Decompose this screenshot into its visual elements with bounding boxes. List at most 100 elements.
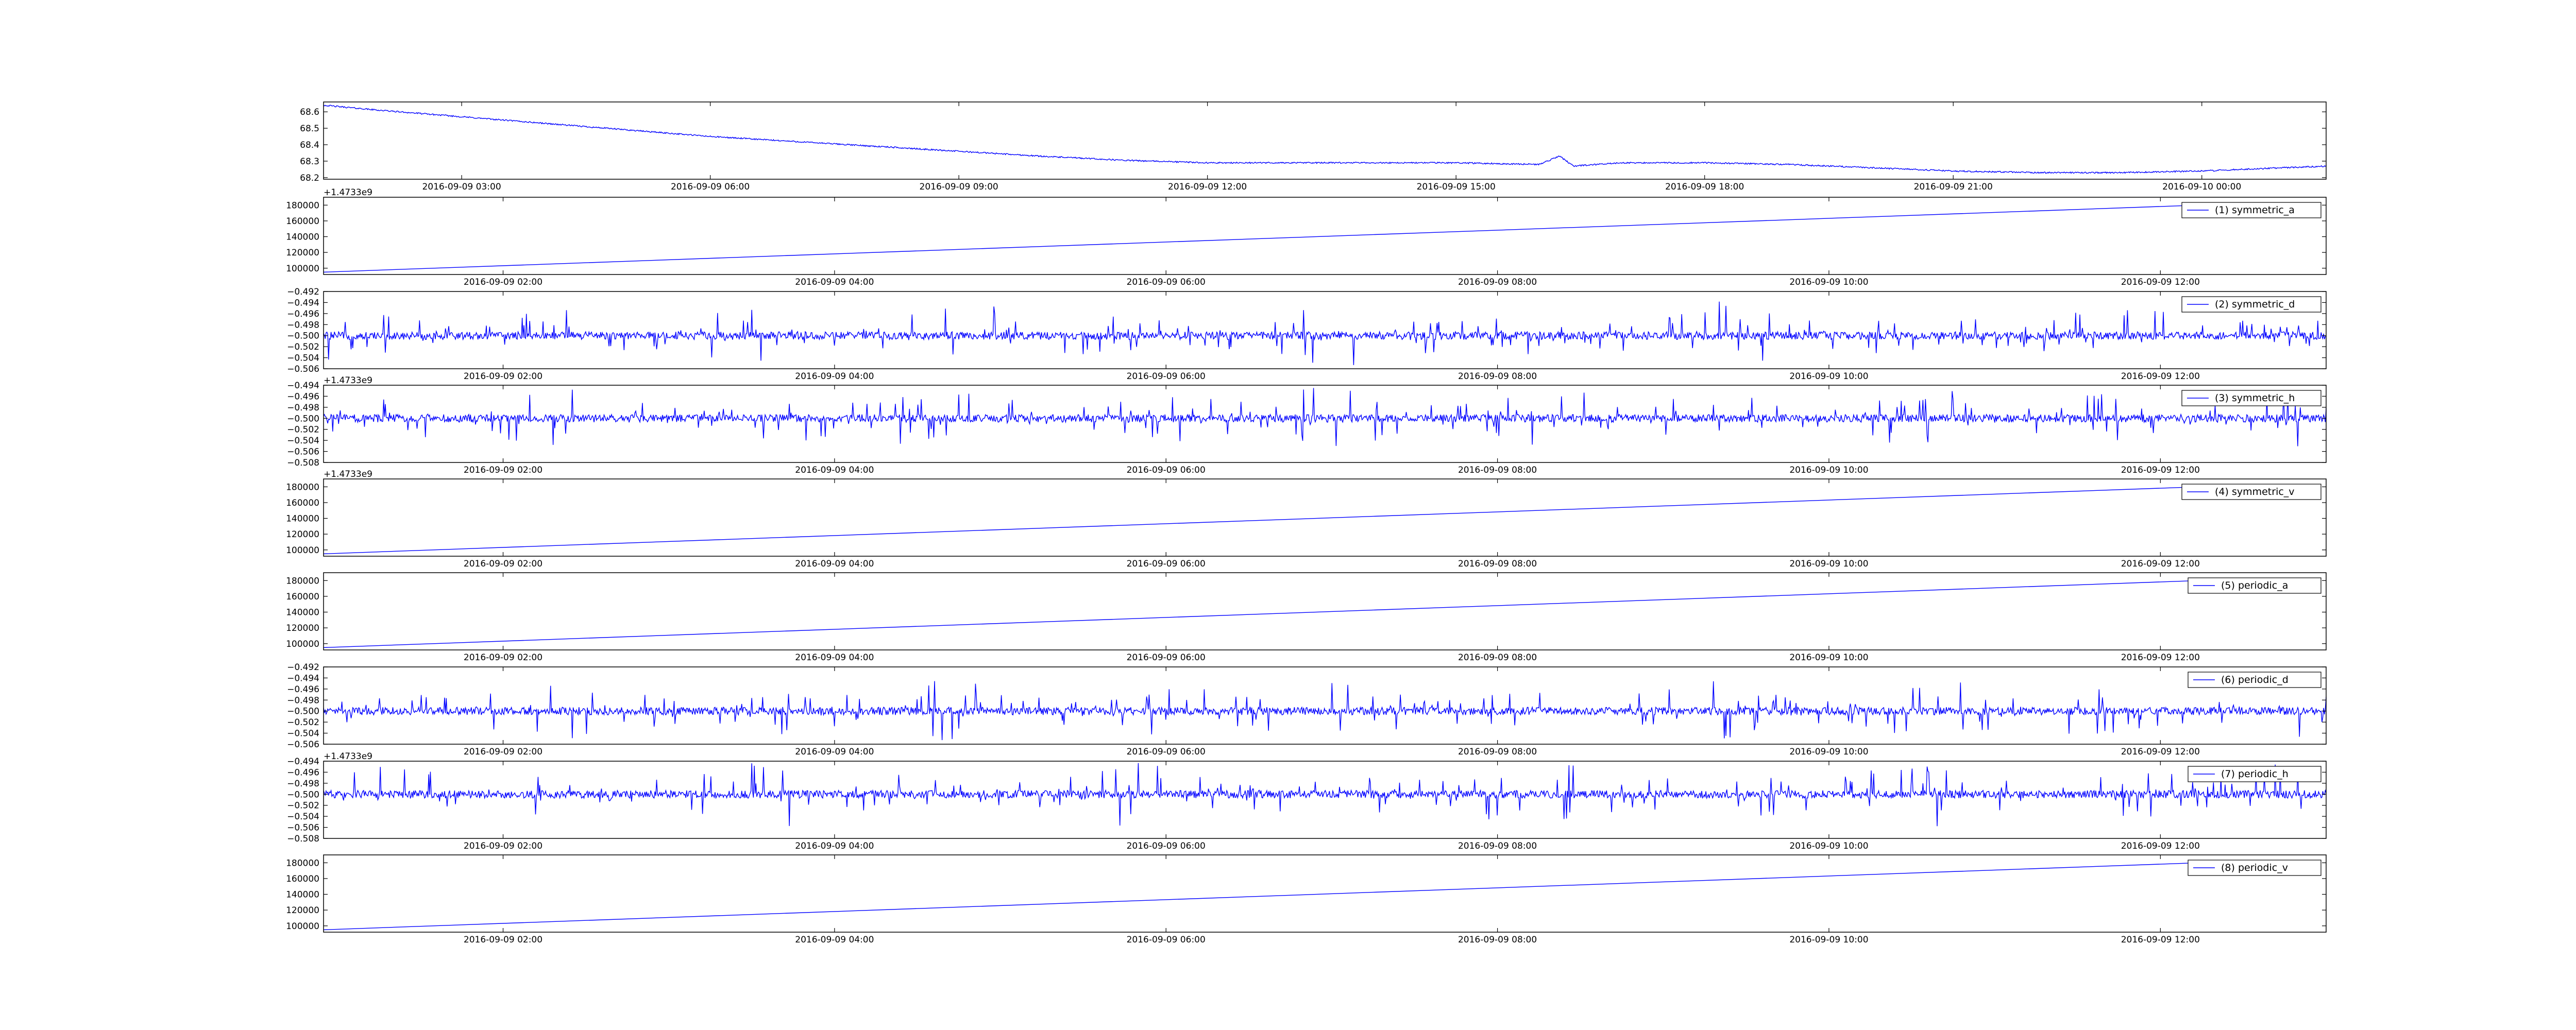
subplot-5: 100000 120000 140000 160000 180000 2016-09-09…	[286, 469, 2327, 569]
x-tick-label: 2016-09-10 00:00	[2162, 182, 2241, 192]
x-tick-label: 2016-09-09 06:00	[671, 182, 750, 192]
y-tick-label: −0.502	[287, 425, 319, 435]
subplot-6: 100000 120000 140000 160000 180000 2016-09-09…	[286, 572, 2327, 663]
x-tick-label: 2016-09-09 15:00	[1417, 182, 1496, 192]
x-tick-label: 2016-09-09 04:00	[795, 935, 874, 945]
axes-frame	[323, 291, 2327, 369]
y-tick-label: 120000	[286, 248, 319, 258]
y-tick-label: −0.500	[287, 414, 319, 424]
x-tick-label: 2016-09-09 02:00	[464, 371, 543, 382]
y-tick-label: −0.496	[287, 391, 319, 402]
y-tick-label: −0.496	[287, 309, 319, 319]
y-tick-label: 68.6	[300, 107, 319, 117]
x-tick-label: 2016-09-09 08:00	[1458, 277, 1537, 287]
x-tick-label: 2016-09-09 06:00	[1127, 371, 1206, 382]
x-tick-label: 2016-09-09 06:00	[1127, 277, 1206, 287]
y-tick-label: −0.494	[287, 298, 319, 308]
y-tick-label: −0.494	[287, 757, 319, 767]
y-tick-label: −0.500	[287, 707, 319, 717]
x-tick-label: 2016-09-09 12:00	[1168, 182, 1247, 192]
y-tick-label: −0.496	[287, 684, 319, 695]
y-tick-label: −0.500	[287, 789, 319, 800]
x-tick-label: 2016-09-09 12:00	[2121, 841, 2200, 851]
axes-frame	[323, 761, 2327, 839]
subplot-4: −0.508−0.506−0.504−0.502−0.500−0.498−0.4…	[287, 375, 2327, 475]
x-tick-label: 2016-09-09 06:00	[1127, 559, 1206, 569]
legend: (4) symmetric_v	[2181, 484, 2321, 500]
x-tick-label: 2016-09-09 10:00	[1789, 371, 1868, 382]
y-tick-label: 160000	[286, 592, 319, 602]
x-tick-label: 2016-09-09 04:00	[795, 371, 874, 382]
legend-label: (5) periodic_a	[2221, 580, 2288, 591]
y-tick-label: 160000	[286, 216, 319, 227]
x-tick-label: 2016-09-09 04:00	[795, 841, 874, 851]
x-tick-label: 2016-09-09 12:00	[2121, 935, 2200, 945]
series-line-3	[324, 301, 2326, 365]
x-tick-label: 2016-09-09 08:00	[1458, 747, 1537, 757]
legend: (2) symmetric_d	[2181, 296, 2321, 313]
y-tick-label: 180000	[286, 482, 319, 492]
x-tick-label: 2016-09-09 06:00	[1127, 465, 1206, 475]
x-tick-label: 2016-09-09 04:00	[795, 559, 874, 569]
x-tick-label: 2016-09-09 12:00	[2121, 747, 2200, 757]
y-tick-label: −0.506	[287, 823, 319, 833]
x-tick-label: 2016-09-09 12:00	[2121, 371, 2200, 382]
legend: (3) symmetric_h	[2181, 390, 2321, 406]
legend-label: (7) periodic_h	[2221, 768, 2289, 780]
y-tick-label: 180000	[286, 200, 319, 211]
offset-text: +1.4733e9	[324, 187, 372, 198]
x-tick-label: 2016-09-09 06:00	[1127, 653, 1206, 663]
y-tick-label: −0.506	[287, 364, 319, 374]
x-tick-label: 2016-09-09 08:00	[1458, 841, 1537, 851]
y-tick-label: −0.504	[287, 812, 319, 822]
x-tick-label: 2016-09-09 02:00	[464, 841, 543, 851]
y-tick-label: −0.498	[287, 403, 319, 413]
x-tick-label: 2016-09-09 06:00	[1127, 747, 1206, 757]
x-tick-label: 2016-09-09 04:00	[795, 747, 874, 757]
legend: (1) symmetric_a	[2181, 202, 2321, 218]
series-line-8	[324, 763, 2326, 827]
x-tick-label: 2016-09-09 12:00	[2121, 465, 2200, 475]
y-tick-label: −0.506	[287, 447, 319, 457]
y-tick-label: −0.500	[287, 331, 319, 341]
y-tick-label: 100000	[286, 639, 319, 649]
y-tick-label: 120000	[286, 623, 319, 633]
legend-label: (2) symmetric_d	[2215, 299, 2295, 310]
y-tick-label: −0.504	[287, 436, 319, 446]
series-line-2	[324, 203, 2244, 273]
x-tick-label: 2016-09-09 10:00	[1789, 277, 1868, 287]
legend: (5) periodic_a	[2188, 577, 2321, 594]
y-tick-label: 180000	[286, 576, 319, 586]
x-tick-label: 2016-09-09 08:00	[1458, 559, 1537, 569]
legend-label: (6) periodic_d	[2221, 674, 2289, 685]
x-tick-label: 2016-09-09 10:00	[1789, 559, 1868, 569]
y-tick-label: 140000	[286, 232, 319, 243]
y-tick-label: 140000	[286, 608, 319, 618]
x-tick-label: 2016-09-09 04:00	[795, 277, 874, 287]
x-tick-label: 2016-09-09 10:00	[1789, 747, 1868, 757]
y-tick-label: −0.502	[287, 717, 319, 728]
y-tick-label: 68.2	[300, 173, 319, 183]
series-line-6	[324, 578, 2244, 648]
offset-text: +1.4733e9	[324, 469, 372, 479]
x-tick-label: 2016-09-09 08:00	[1458, 653, 1537, 663]
axes-frame	[323, 478, 2327, 557]
legend: (8) periodic_v	[2188, 860, 2321, 876]
x-tick-label: 2016-09-09 02:00	[464, 465, 543, 475]
y-tick-label: 68.3	[300, 157, 319, 167]
y-tick-label: 100000	[286, 545, 319, 556]
x-tick-label: 2016-09-09 04:00	[795, 465, 874, 475]
y-tick-label: −0.492	[287, 662, 319, 673]
x-tick-label: 2016-09-09 21:00	[1914, 182, 1993, 192]
x-tick-label: 2016-09-09 02:00	[464, 277, 543, 287]
y-tick-label: 100000	[286, 921, 319, 932]
x-tick-label: 2016-09-09 08:00	[1458, 935, 1537, 945]
subplot-8: −0.508−0.506−0.504−0.502−0.500−0.498−0.4…	[287, 751, 2327, 851]
y-tick-label: 140000	[286, 890, 319, 900]
legend-box	[2181, 390, 2321, 406]
subplot-1: 68.2 68.3 68.4 68.5 68.6 2016-09-09 03:00 2016…	[300, 101, 2327, 192]
y-tick-label: −0.508	[287, 834, 319, 844]
axes-frame	[323, 572, 2327, 650]
y-tick-label: −0.504	[287, 729, 319, 739]
